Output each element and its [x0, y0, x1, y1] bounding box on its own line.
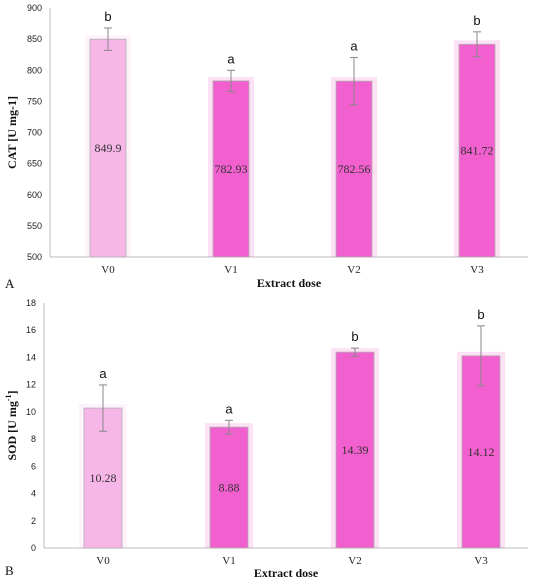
y-tick-label: 550: [27, 221, 42, 231]
y-tick-label: 800: [27, 65, 42, 75]
x-axis-title: Extract dose: [257, 276, 322, 290]
x-tick-label: V0: [101, 264, 115, 276]
y-axis-title: CAT [U mg-1]: [5, 96, 19, 169]
bar-value-label: 14.12: [468, 445, 495, 459]
y-tick-label: 18: [26, 298, 36, 308]
y-tick-label: 700: [27, 128, 42, 138]
bar-value-label: 8.88: [219, 481, 240, 495]
bar-value-label: 14.39: [342, 443, 369, 457]
y-tick-label: 650: [27, 159, 42, 169]
bar-value-label: 782.93: [215, 162, 248, 176]
x-axis-title: Extract dose: [254, 566, 319, 580]
y-axis-title: SOD [U mg-1]: [4, 390, 19, 460]
bar: [461, 355, 501, 549]
significance-letter: a: [350, 38, 358, 53]
significance-letter: a: [227, 51, 235, 66]
y-tick-label: 14: [26, 352, 36, 362]
significance-letter: b: [477, 307, 484, 322]
x-tick-label: V0: [96, 555, 110, 567]
x-tick-label: V1: [222, 555, 235, 567]
bar: [335, 351, 375, 549]
y-tick-label: 10: [26, 407, 36, 417]
y-tick-label: 16: [26, 325, 36, 335]
y-tick-label: 850: [27, 34, 42, 44]
x-tick-label: V2: [347, 264, 360, 276]
y-tick-label: 750: [27, 96, 42, 106]
bar: [89, 38, 127, 258]
y-tick-label: 900: [27, 3, 42, 13]
sod-chart-panel: 0 2 4 6 8 10 12 14 16 18 10.28 a V0 8.88 a V1 14.39 b V2 14…: [4, 298, 528, 580]
significance-letter: a: [225, 401, 233, 416]
panel-letter: A: [5, 276, 15, 291]
x-tick-label: V1: [224, 264, 237, 276]
x-tick-label: V3: [470, 264, 484, 276]
y-tick-label: 2: [31, 516, 36, 526]
y-tick-label: 600: [27, 190, 42, 200]
y-tick-label: 8: [31, 434, 36, 444]
x-tick-label: V3: [474, 555, 488, 567]
significance-letter: b: [104, 9, 111, 24]
y-tick-label: 500: [27, 252, 42, 262]
y-tick-label: 6: [31, 461, 36, 471]
bar-value-label: 841.72: [461, 144, 494, 158]
x-tick-label: V2: [348, 555, 361, 567]
panel-letter: B: [5, 563, 14, 578]
significance-letter: a: [99, 366, 107, 381]
bar-value-label: 782.56: [338, 162, 371, 176]
bar: [335, 80, 373, 258]
cat-chart-panel: 500 550 600 650 700 750 800 850 900 849.9 b V0 782.9…: [5, 3, 528, 291]
bar-value-label: 849.9: [95, 141, 122, 155]
y-tick-label: 4: [31, 489, 36, 499]
bar: [209, 426, 249, 549]
bar-value-label: 10.28: [90, 471, 117, 485]
significance-letter: b: [473, 13, 480, 28]
significance-letter: b: [351, 329, 358, 344]
bar: [458, 43, 496, 258]
y-tick-label: 12: [26, 380, 36, 390]
y-tick-label: 0: [31, 543, 36, 553]
